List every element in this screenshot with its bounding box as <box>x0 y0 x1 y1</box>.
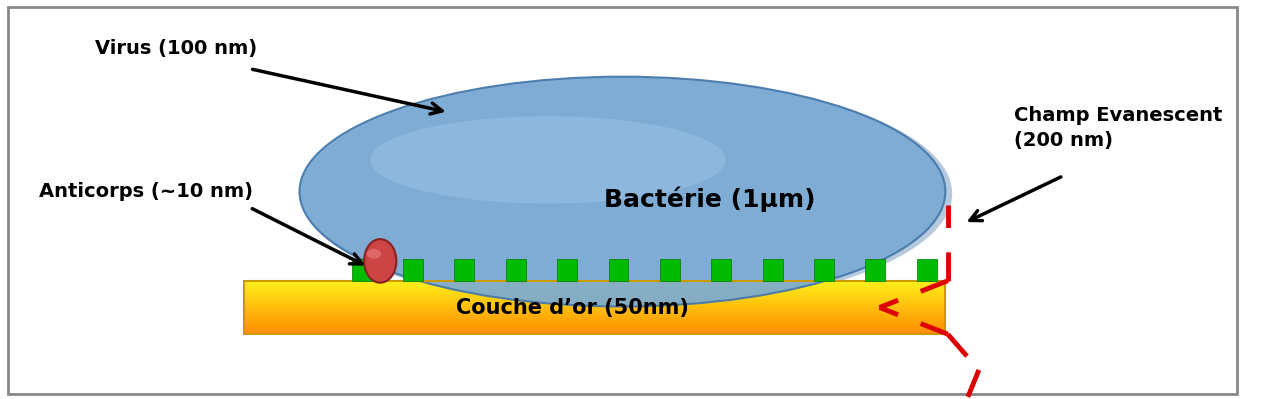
Bar <box>557 259 577 281</box>
Bar <box>352 259 371 281</box>
Bar <box>244 289 946 291</box>
Ellipse shape <box>367 249 381 259</box>
Bar <box>244 330 946 332</box>
Bar <box>244 294 946 297</box>
Bar <box>244 327 946 329</box>
Text: Champ Evanescent
(200 nm): Champ Evanescent (200 nm) <box>1014 106 1221 150</box>
Bar <box>763 259 783 281</box>
Bar <box>244 287 946 290</box>
Bar <box>244 300 946 302</box>
Bar <box>244 284 946 286</box>
Bar <box>813 259 834 281</box>
Bar <box>244 332 946 334</box>
Bar <box>712 259 731 281</box>
Bar <box>244 307 946 309</box>
Bar <box>244 311 946 313</box>
Bar <box>916 259 937 281</box>
Bar <box>403 259 423 281</box>
Bar <box>660 259 680 281</box>
Bar <box>244 304 946 306</box>
Text: Bactérie (1μm): Bactérie (1μm) <box>604 187 815 212</box>
Bar <box>244 296 946 298</box>
Bar <box>244 312 946 314</box>
Bar <box>244 282 946 284</box>
Text: Virus (100 nm): Virus (100 nm) <box>94 40 257 58</box>
Bar <box>866 259 886 281</box>
Bar <box>244 325 946 327</box>
Ellipse shape <box>300 78 952 310</box>
Bar <box>244 323 946 325</box>
Ellipse shape <box>364 239 397 283</box>
Ellipse shape <box>300 77 946 306</box>
Bar <box>506 259 526 281</box>
Bar <box>244 280 946 282</box>
Text: Anticorps (~10 nm): Anticorps (~10 nm) <box>38 182 253 201</box>
Text: Couche d’or (50nm): Couche d’or (50nm) <box>456 298 689 318</box>
Bar <box>244 321 946 324</box>
Bar <box>244 302 946 304</box>
Bar <box>244 305 946 308</box>
Bar <box>244 291 946 293</box>
Bar <box>244 314 946 316</box>
Bar <box>244 309 946 311</box>
Bar <box>244 293 946 295</box>
Bar <box>244 316 946 318</box>
Bar <box>244 318 946 320</box>
Bar <box>244 320 946 322</box>
Bar <box>244 281 946 334</box>
Bar <box>244 286 946 288</box>
Bar <box>244 328 946 331</box>
FancyBboxPatch shape <box>8 7 1237 394</box>
Bar <box>244 298 946 300</box>
Bar <box>609 259 628 281</box>
Bar <box>455 259 474 281</box>
Ellipse shape <box>370 116 726 203</box>
